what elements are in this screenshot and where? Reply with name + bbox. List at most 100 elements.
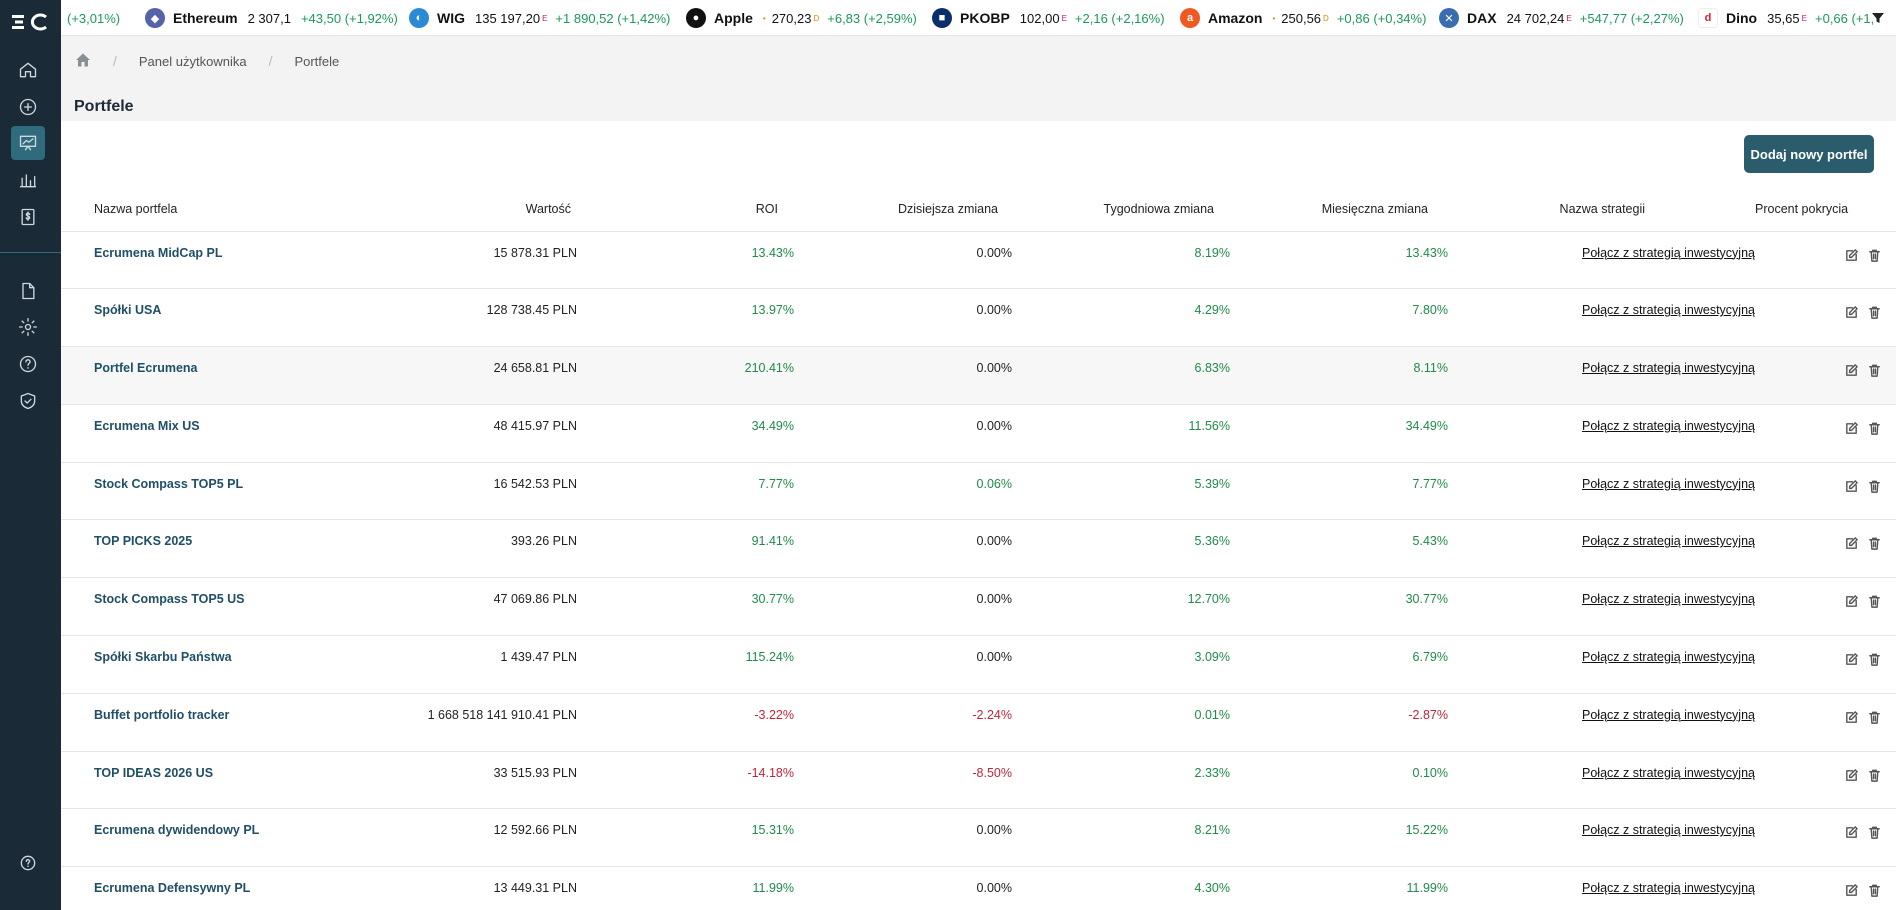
table-row[interactable]: Stock Compass TOP5 US 47 069.86 PLN 30.77%… xyxy=(61,577,1896,636)
table-row[interactable]: TOP IDEAS 2026 US 33 515.93 PLN -14.18% -8.… xyxy=(61,750,1896,809)
nav-portfolios[interactable] xyxy=(11,126,45,160)
ticker-item-ethereum[interactable]: ◆ Ethereum 2 307,1 +43,50 (+1,92%) xyxy=(145,0,398,35)
edit-icon[interactable] xyxy=(1844,536,1859,551)
col-header-value[interactable]: Wartość xyxy=(525,201,571,216)
connect-strategy-link[interactable]: Połącz z strategią inwestycyjną xyxy=(1582,650,1755,665)
col-header-strategy[interactable]: Nazwa strategii xyxy=(1559,201,1645,216)
table-row[interactable]: Stock Compass TOP5 PL 16 542.53 PLN 7.77% 0… xyxy=(61,461,1896,520)
trash-icon[interactable] xyxy=(1867,768,1882,783)
connect-strategy-link[interactable]: Połącz z strategią inwestycyjną xyxy=(1582,765,1755,780)
edit-icon[interactable] xyxy=(1844,248,1859,263)
edit-icon[interactable] xyxy=(1844,363,1859,378)
connect-strategy-link[interactable]: Połącz z strategią inwestycyjną xyxy=(1582,303,1755,318)
edit-icon[interactable] xyxy=(1844,883,1859,898)
nav-documents[interactable] xyxy=(11,274,45,308)
col-header-month[interactable]: Miesięczna zmiana xyxy=(1321,201,1428,216)
table-row[interactable]: Spółki USA 128 738.45 PLN 13.97% 0.00% 4.29%… xyxy=(61,288,1896,347)
nav-security[interactable] xyxy=(11,384,45,418)
edit-icon[interactable] xyxy=(1844,652,1859,667)
table-row[interactable]: TOP PICKS 2025 393.26 PLN 91.41% 0.00% 5.36%… xyxy=(61,519,1896,578)
trash-icon[interactable] xyxy=(1867,305,1882,320)
table-row[interactable]: Ecrumena dywidendowy PL 12 592.66 PLN 15.3… xyxy=(61,808,1896,867)
connect-strategy-link[interactable]: Połącz z strategią inwestycyjną xyxy=(1582,418,1755,433)
edit-icon[interactable] xyxy=(1844,594,1859,609)
breadcrumb-item[interactable]: Panel użytkownika xyxy=(138,53,247,69)
ticker-item-dax[interactable]: ✕ DAX 24 702,24 E +547,77 (+2,27%) xyxy=(1439,0,1684,35)
portfolio-name-link[interactable]: Ecrumena MidCap PL xyxy=(94,245,223,260)
table-row[interactable]: Ecrumena Mix US 48 415.97 PLN 34.49% 0.00% 1… xyxy=(61,403,1896,463)
ticker-filter[interactable] xyxy=(1871,0,1885,35)
connect-strategy-link[interactable]: Połącz z strategią inwestycyjną xyxy=(1582,534,1755,549)
nav-settings[interactable] xyxy=(11,310,45,344)
app-logo[interactable] xyxy=(10,11,52,33)
table-row[interactable]: Ecrumena MidCap PL 15 878.31 PLN 13.43% 0.0… xyxy=(61,230,1896,289)
trash-icon[interactable] xyxy=(1867,248,1882,263)
cell-day-change: 0.00% xyxy=(794,635,1012,694)
nav-support[interactable] xyxy=(11,846,45,880)
portfolio-name-link[interactable]: Stock Compass TOP5 PL xyxy=(94,476,244,491)
connect-strategy-link[interactable]: Połącz z strategią inwestycyjną xyxy=(1582,823,1755,838)
ticker-item-wig[interactable]: ◐ WIG 135 197,20 E +1 890,52 (+1,42%) xyxy=(409,0,670,35)
portfolio-name-link[interactable]: Ecrumena dywidendowy PL xyxy=(94,823,260,838)
connect-strategy-link[interactable]: Połącz z strategią inwestycyjną xyxy=(1582,881,1755,896)
table-row[interactable]: Spółki Skarbu Państwa 1 439.47 PLN 115.24%… xyxy=(61,635,1896,694)
connect-strategy-link[interactable]: Połącz z strategią inwestycyjną xyxy=(1582,245,1755,260)
ticker-change: +43,50 (+1,92%) xyxy=(300,10,398,26)
table-row[interactable]: Ecrumena Defensywny PL 13 449.31 PLN 11.99… xyxy=(61,866,1896,910)
nav-help[interactable] xyxy=(11,347,45,381)
trash-icon[interactable] xyxy=(1867,825,1882,840)
portfolio-name-link[interactable]: Spółki Skarbu Państwa xyxy=(94,650,232,665)
cell-actions xyxy=(1755,692,1896,752)
trash-icon[interactable] xyxy=(1867,594,1882,609)
cell-month-change: 7.80% xyxy=(1230,288,1448,347)
trash-icon[interactable] xyxy=(1867,652,1882,667)
portfolio-name-link[interactable]: Portfel Ecrumena xyxy=(94,361,198,376)
ticker-item[interactable]: (+3,01%) xyxy=(67,0,120,35)
cell-value: 13 449.31 PLN xyxy=(341,866,577,910)
trash-icon[interactable] xyxy=(1867,710,1882,725)
ticker-item-dino[interactable]: d Dino 35,65 E +0,66 (+1, xyxy=(1698,0,1874,35)
portfolio-name-link[interactable]: Stock Compass TOP5 US xyxy=(94,592,245,607)
col-header-name[interactable]: Nazwa portfela xyxy=(94,201,178,216)
nav-add[interactable] xyxy=(11,90,45,124)
trash-icon[interactable] xyxy=(1867,536,1882,551)
trash-icon[interactable] xyxy=(1867,421,1882,436)
edit-icon[interactable] xyxy=(1844,710,1859,725)
edit-icon[interactable] xyxy=(1844,768,1859,783)
col-header-week[interactable]: Tygodniowa zmiana xyxy=(1103,201,1214,216)
portfolio-name-link[interactable]: TOP PICKS 2025 xyxy=(94,534,193,549)
portfolio-name-link[interactable]: Ecrumena Defensywny PL xyxy=(94,881,251,896)
connect-strategy-link[interactable]: Połącz z strategią inwestycyjną xyxy=(1582,361,1755,376)
cell-strategy: Połącz z strategią inwestycyjną xyxy=(1448,692,1755,752)
table-row[interactable]: Portfel Ecrumena 24 658.81 PLN 210.41% 0.00… xyxy=(61,346,1896,405)
trash-icon[interactable] xyxy=(1867,479,1882,494)
portfolio-name-link[interactable]: Spółki USA xyxy=(94,303,162,318)
connect-strategy-link[interactable]: Połącz z strategią inwestycyjną xyxy=(1582,592,1755,607)
cell-strategy: Połącz z strategią inwestycyjną xyxy=(1448,288,1755,347)
add-portfolio-button[interactable]: Dodaj nowy portfel xyxy=(1744,135,1874,173)
ticker-item-apple[interactable]: ● Apple • 270,23 D +6,83 (+2,59%) xyxy=(686,0,917,35)
table-row[interactable]: Buffet portfolio tracker 1 668 518 141 91… xyxy=(61,692,1896,752)
table-header-row: Nazwa portfela Wartość ROI Dzisiejsza zm… xyxy=(61,187,1896,231)
portfolio-name-link[interactable]: TOP IDEAS 2026 US xyxy=(94,765,214,780)
edit-icon[interactable] xyxy=(1844,479,1859,494)
cell-value: 128 738.45 PLN xyxy=(341,288,577,347)
col-header-day[interactable]: Dzisiejsza zmiana xyxy=(897,201,998,216)
col-header-roi[interactable]: ROI xyxy=(755,201,778,216)
nav-finance[interactable] xyxy=(11,200,45,234)
connect-strategy-link[interactable]: Połącz z strategią inwestycyjną xyxy=(1582,476,1755,491)
breadcrumb-home[interactable] xyxy=(75,52,91,71)
nav-home[interactable] xyxy=(11,53,45,87)
col-header-coverage[interactable]: Procent pokrycia xyxy=(1755,201,1849,216)
nav-analytics[interactable] xyxy=(11,163,45,197)
connect-strategy-link[interactable]: Połącz z strategią inwestycyjną xyxy=(1582,707,1755,722)
portfolio-name-link[interactable]: Ecrumena Mix US xyxy=(94,418,200,433)
edit-icon[interactable] xyxy=(1844,421,1859,436)
ticker-item-pkobp[interactable]: ■ PKOBP 102,00 E +2,16 (+2,16%) xyxy=(932,0,1165,35)
ticker-item-amazon[interactable]: a Amazon • 250,56 D +0,86 (+0,34%) xyxy=(1180,0,1426,35)
edit-icon[interactable] xyxy=(1844,825,1859,840)
edit-icon[interactable] xyxy=(1844,305,1859,320)
trash-icon[interactable] xyxy=(1867,363,1882,378)
trash-icon[interactable] xyxy=(1867,883,1882,898)
portfolio-name-link[interactable]: Buffet portfolio tracker xyxy=(94,707,230,722)
